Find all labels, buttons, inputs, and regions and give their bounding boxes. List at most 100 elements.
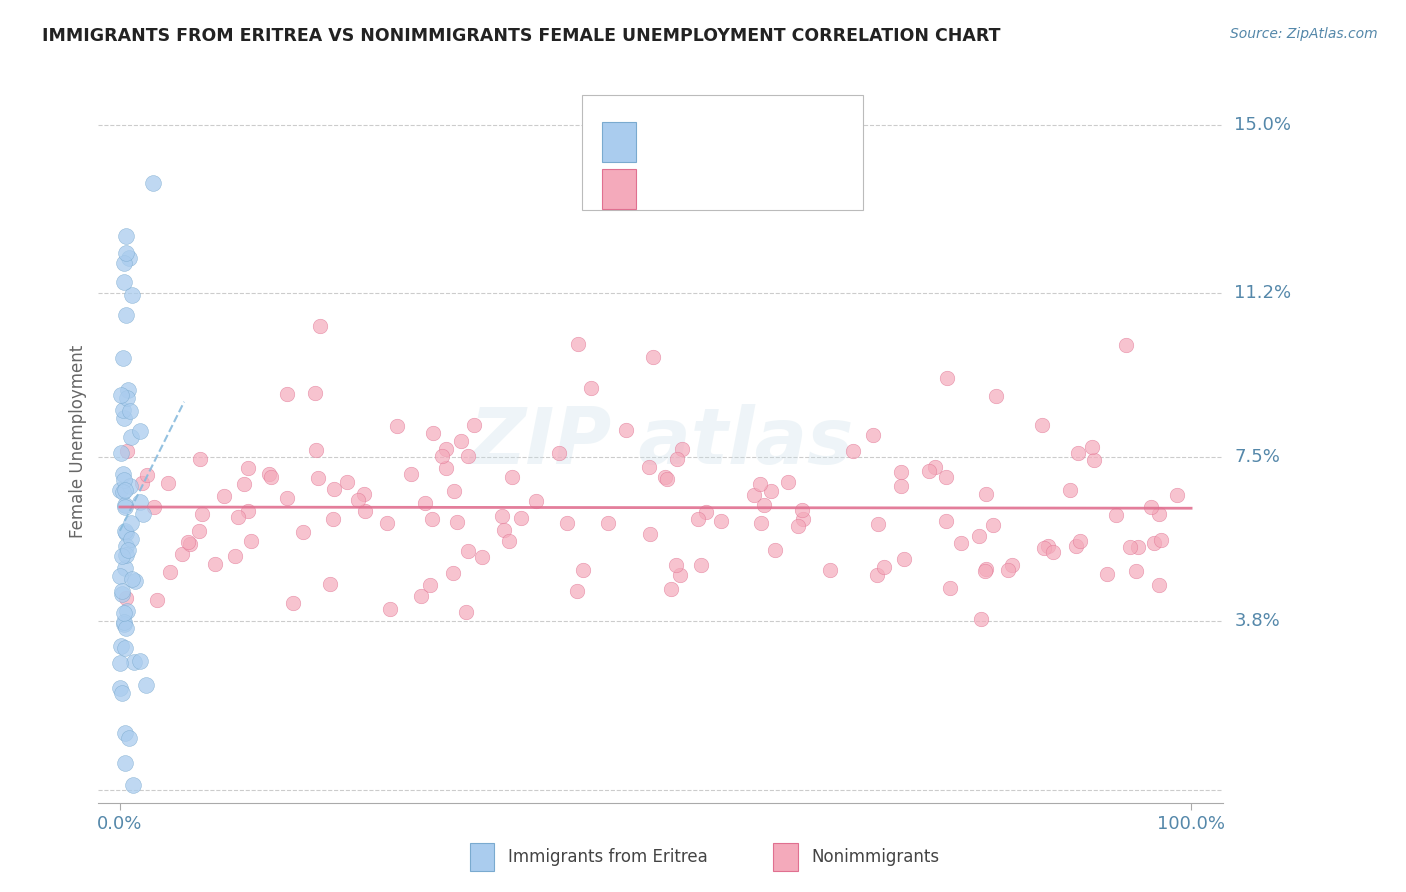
Point (918, 464, 941, 478)
Bar (602, 169, 636, 209)
Point (873, 559, 896, 574)
Point (112, 617, 135, 632)
Point (1105, 508, 1128, 522)
Point (695, 504, 717, 518)
Point (1128, 540, 1150, 554)
Point (655, 473, 678, 487)
Point (973, 564, 995, 578)
Point (890, 465, 912, 479)
Point (114, 524, 136, 538)
Point (555, 516, 578, 530)
Point (443, 483, 465, 498)
Point (1083, 453, 1105, 467)
Point (1036, 539, 1059, 553)
Point (112, 485, 135, 500)
Point (790, 503, 813, 517)
Point (1081, 440, 1104, 454)
Point (108, 569, 131, 583)
Point (260, 470, 283, 484)
Point (122, 655, 145, 669)
Point (501, 470, 523, 484)
Point (498, 534, 520, 549)
Point (319, 576, 342, 591)
Text: 3.8%: 3.8% (1234, 612, 1279, 630)
Point (749, 516, 772, 531)
Point (117, 383, 139, 397)
Point (120, 403, 142, 417)
Point (457, 449, 479, 463)
Point (336, 475, 359, 490)
Point (1042, 545, 1064, 559)
Point (114, 499, 136, 513)
Y-axis label: Female Unemployment: Female Unemployment (69, 345, 87, 538)
Point (114, 756, 136, 770)
Point (108, 656, 131, 670)
Point (598, 516, 620, 530)
Point (111, 584, 134, 599)
Point (385, 418, 408, 433)
Text: IMMIGRANTS FROM ERITREA VS NONIMMIGRANTS FEMALE UNEMPLOYMENT CORRELATION CHART: IMMIGRANTS FROM ERITREA VS NONIMMIGRANTS… (42, 27, 1001, 45)
Point (115, 621, 138, 635)
Point (640, 527, 662, 541)
Point (659, 582, 682, 596)
Point (548, 446, 571, 460)
Point (939, 581, 962, 595)
Point (749, 477, 772, 491)
Point (114, 309, 136, 323)
Point (111, 467, 134, 482)
Point (1147, 508, 1170, 522)
Point (434, 461, 457, 475)
Text: N =  59: N = 59 (754, 133, 817, 151)
Point (291, 525, 314, 540)
Point (787, 518, 810, 533)
FancyBboxPatch shape (582, 95, 863, 211)
Point (1067, 446, 1090, 460)
Point (129, 425, 152, 439)
Point (124, 574, 146, 588)
Point (974, 487, 997, 501)
Point (970, 612, 993, 626)
Bar (602, 122, 636, 161)
Point (132, 508, 155, 522)
Point (121, 778, 143, 792)
Point (120, 516, 142, 531)
Text: 7.5%: 7.5% (1234, 448, 1281, 466)
Point (111, 351, 134, 366)
Point (614, 423, 637, 437)
Point (111, 402, 134, 417)
Point (581, 382, 603, 396)
Point (191, 507, 214, 521)
Text: 11.2%: 11.2% (1234, 284, 1292, 302)
Point (420, 512, 443, 526)
Point (114, 548, 136, 562)
Point (430, 449, 453, 463)
Point (236, 504, 259, 518)
Point (1150, 533, 1173, 548)
Point (470, 549, 492, 564)
Point (114, 641, 136, 656)
Point (121, 288, 143, 302)
Point (759, 483, 782, 498)
Point (114, 500, 136, 514)
Point (111, 686, 134, 700)
Point (450, 434, 472, 448)
Point (111, 587, 134, 601)
Point (308, 318, 330, 333)
Point (510, 511, 533, 525)
Point (129, 495, 152, 509)
Point (114, 539, 136, 553)
Point (492, 523, 515, 537)
Point (1119, 540, 1142, 554)
Point (935, 514, 957, 528)
Point (524, 494, 547, 508)
Point (188, 452, 211, 467)
Point (110, 681, 132, 695)
Point (276, 491, 298, 505)
Point (690, 558, 713, 572)
Point (238, 460, 260, 475)
Point (226, 509, 249, 524)
Point (110, 549, 132, 563)
Point (114, 591, 136, 606)
Point (763, 542, 786, 557)
Text: R =  0.236: R = 0.236 (650, 133, 738, 151)
